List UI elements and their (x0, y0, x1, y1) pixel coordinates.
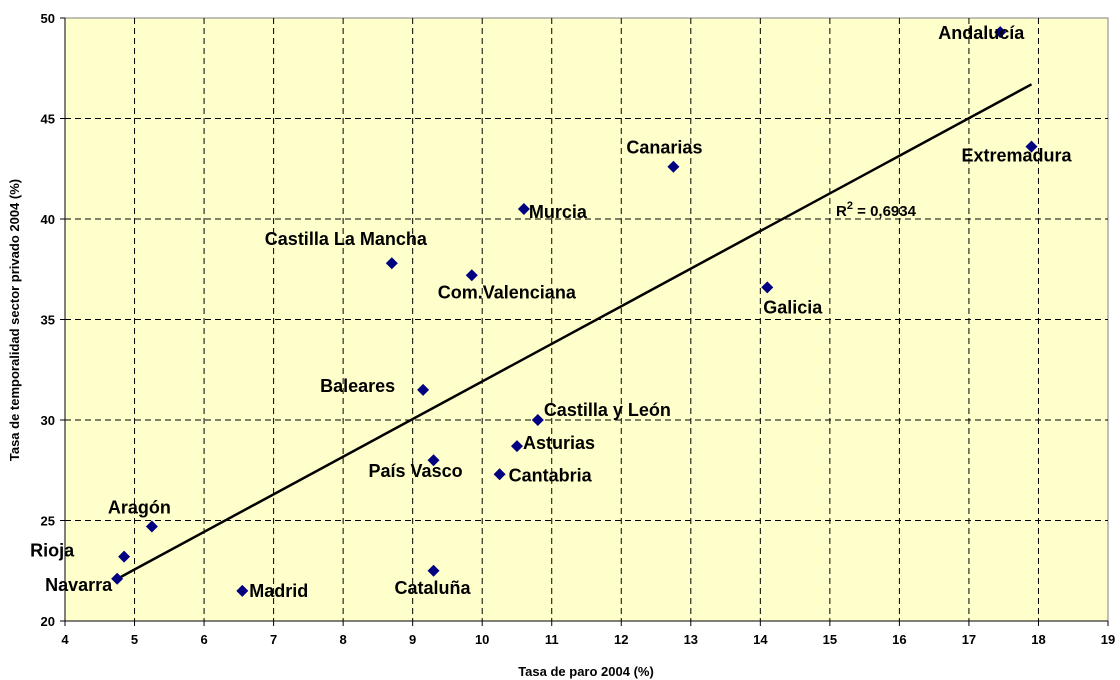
y-tick-label: 45 (41, 112, 55, 127)
x-tick-label: 8 (340, 632, 347, 647)
data-points: Andalucía Extremadura Canarias Murcia Castil… (30, 23, 1072, 601)
y-axis-label: Tasa de temporalidad sector privado 2004… (7, 179, 22, 461)
data-point-label: Canarias (626, 138, 702, 158)
data-point-marker (417, 383, 430, 396)
x-tick-label: 10 (475, 632, 489, 647)
x-tick-label: 15 (823, 632, 837, 647)
data-point-marker (667, 160, 680, 173)
data-point-label: Extremadura (962, 146, 1073, 166)
x-tick-label: 19 (1101, 632, 1115, 647)
y-tick-label: 50 (41, 11, 55, 26)
data-point-marker (118, 550, 131, 563)
x-tick-label: 14 (753, 632, 768, 647)
x-tick-label: 11 (545, 632, 559, 647)
x-tick-label: 16 (892, 632, 906, 647)
data-point-label: Aragón (108, 498, 171, 518)
data-point-marker (465, 269, 478, 282)
data-point-label: Cantabria (509, 465, 593, 485)
x-tick-label: 5 (131, 632, 138, 647)
data-point-marker (1025, 140, 1038, 153)
data-point-marker (517, 202, 530, 215)
data-point-label: Andalucía (938, 23, 1025, 43)
data-point-label: Asturias (523, 433, 595, 453)
data-point-marker (385, 257, 398, 270)
x-tick-label: 6 (200, 632, 207, 647)
gridlines (65, 18, 1108, 621)
data-point-marker (994, 26, 1007, 39)
data-point-label: Galicia (763, 297, 823, 317)
y-tick-label: 25 (41, 514, 55, 529)
data-point-marker (531, 414, 544, 426)
y-tick-label: 35 (41, 313, 55, 328)
data-point-marker (427, 564, 440, 577)
data-point-marker (236, 584, 249, 597)
y-tick-label: 20 (41, 614, 55, 629)
data-point-label: Navarra (45, 575, 113, 595)
r-squared-label: R2 = 0,6934 (836, 200, 917, 220)
y-tick-label: 40 (41, 212, 55, 227)
data-point-label: Baleares (320, 376, 395, 396)
y-tick-label: 30 (41, 413, 55, 428)
data-point-marker (493, 468, 506, 481)
data-point-marker (427, 454, 440, 467)
trendline-group: R2 = 0,6934 (113, 83, 1033, 582)
x-tick-label: 7 (270, 632, 277, 647)
data-point-label: Rioja (30, 541, 75, 561)
trendline (113, 83, 1033, 582)
x-tick-label: 18 (1031, 632, 1045, 647)
data-point-marker (111, 572, 124, 585)
data-point-label: Cataluña (395, 578, 472, 598)
data-point-label: Madrid (249, 581, 308, 601)
data-point-label: Com.Valenciana (438, 282, 577, 302)
data-point-label: Castilla y León (544, 400, 671, 420)
data-point-marker (761, 281, 774, 294)
data-point-marker (145, 520, 158, 533)
data-point-marker (510, 440, 523, 453)
x-tick-label: 4 (61, 632, 69, 647)
x-tick-label: 13 (684, 632, 698, 647)
data-point-label: País Vasco (369, 461, 463, 481)
x-tick-label: 12 (614, 632, 628, 647)
x-tick-label: 17 (962, 632, 976, 647)
x-axis-label: Tasa de paro 2004 (%) (518, 664, 654, 679)
x-tick-label: 9 (409, 632, 416, 647)
data-point-label: Castilla La Mancha (265, 229, 428, 249)
data-point-label: Murcia (529, 202, 588, 222)
